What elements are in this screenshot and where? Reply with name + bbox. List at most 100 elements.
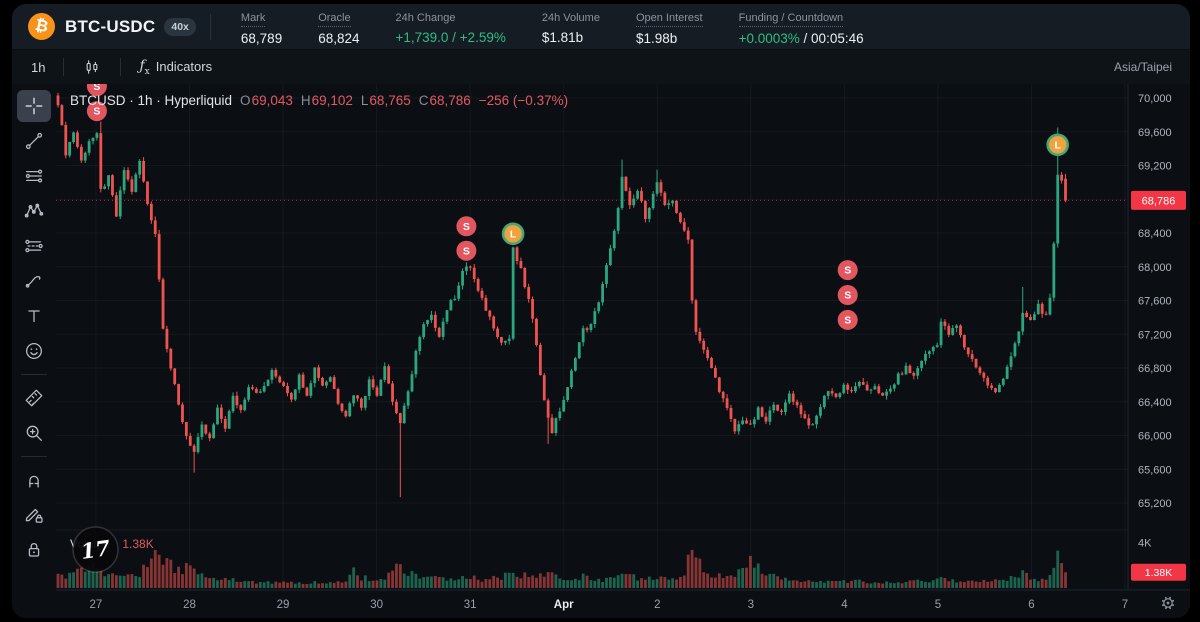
long-trade-marker[interactable]: L <box>1046 133 1070 157</box>
svg-text:69,200: 69,200 <box>1138 161 1172 173</box>
svg-text:S: S <box>463 221 470 233</box>
svg-text:L: L <box>1054 139 1061 151</box>
market-stats: Mark 68,789 Oracle 68,824 24h Change +1,… <box>240 8 864 46</box>
sell-trade-marker[interactable]: S <box>837 309 858 330</box>
stat-24h-change-value: +1,739.0 / +2.59% <box>395 29 506 45</box>
xabcd-pattern-tool-button[interactable] <box>17 195 51 227</box>
current-price-tag <box>1131 190 1186 210</box>
svg-text:31: 31 <box>464 599 477 611</box>
stat-24h-volume: 24h Volume $1.81b <box>542 8 600 46</box>
emoji-icon <box>26 343 42 359</box>
legend-high: H69,102 <box>300 93 353 108</box>
svg-text:65,600: 65,600 <box>1138 464 1172 476</box>
legend-low: L68,765 <box>360 93 411 108</box>
svg-text:S: S <box>844 315 851 327</box>
svg-text:6: 6 <box>1028 599 1034 611</box>
svg-text:S: S <box>844 265 851 277</box>
svg-text:66,000: 66,000 <box>1138 431 1172 443</box>
toolbar-divider <box>120 58 122 76</box>
magnet-icon <box>29 475 39 488</box>
svg-text:69,600: 69,600 <box>1138 127 1172 139</box>
candle-style-icon <box>87 60 98 74</box>
drawing-lock-tool-button[interactable] <box>17 499 51 531</box>
svg-text:29: 29 <box>277 599 290 611</box>
lock-icon <box>28 543 40 557</box>
text-tool-button[interactable] <box>17 300 51 332</box>
svg-text:66,800: 66,800 <box>1138 363 1172 375</box>
toolbar-group-divider <box>21 374 47 375</box>
stat-mark: Mark 68,789 <box>240 8 282 46</box>
emoji-tool-button[interactable] <box>17 335 51 367</box>
pencil-lock-icon <box>25 508 43 523</box>
stat-oracle-label[interactable]: Oracle <box>318 12 351 27</box>
magnet-tool-button[interactable] <box>17 464 51 496</box>
svg-text:L: L <box>510 228 517 240</box>
chart-toolbar: 1h ƒx Indicators Asia/Taipei <box>12 50 1190 84</box>
sell-trade-marker[interactable]: S <box>837 260 858 281</box>
chart-region: S S S S L S S S L 70,000 69,600 69,200 68,400 68,000 6… <box>56 84 1190 618</box>
long-short-position-icon <box>25 239 43 253</box>
lock-tool-button[interactable] <box>17 534 51 566</box>
volume-bars-layer[interactable] <box>56 549 1067 588</box>
price-axis[interactable]: 70,000 69,600 69,200 68,400 68,000 67,600 67,2… <box>1131 93 1186 581</box>
legend-open: O69,043 <box>240 93 293 108</box>
trading-app-window: ₿ BTC-USDC 40x Mark 68,789 Oracle 68,824… <box>12 4 1190 618</box>
volume-value: 1.38K <box>122 537 154 551</box>
svg-text:7: 7 <box>1122 599 1128 611</box>
svg-text:4: 4 <box>841 599 848 611</box>
horizontal-lines-icon <box>25 169 43 183</box>
bitcoin-logo-icon: ₿ <box>28 13 55 40</box>
timezone-selector[interactable]: Asia/Taipei <box>1113 60 1172 74</box>
interval-button[interactable]: 1h <box>22 56 54 79</box>
horizontal-lines-tool-button[interactable] <box>17 160 51 192</box>
candle-style-button[interactable] <box>73 53 111 81</box>
svg-text:S: S <box>463 245 470 257</box>
sell-trade-marker[interactable]: S <box>456 240 477 261</box>
sell-trade-marker[interactable]: S <box>86 101 107 122</box>
zoom-in-icon <box>26 425 42 441</box>
xabcd-pattern-icon <box>24 203 44 218</box>
leverage-badge[interactable]: 40x <box>164 17 196 36</box>
drawing-toolbar <box>12 84 56 618</box>
brush-tool-button[interactable] <box>17 265 51 297</box>
time-axis-settings-icon[interactable] <box>1161 596 1175 610</box>
candles-layer[interactable] <box>56 92 1067 498</box>
brush-icon <box>25 276 41 288</box>
stat-funding-label[interactable]: Funding / Countdown <box>738 12 844 27</box>
long-trade-marker[interactable]: L <box>501 222 525 246</box>
market-header: ₿ BTC-USDC 40x Mark 68,789 Oracle 68,824… <box>12 4 1190 50</box>
svg-text:67,200: 67,200 <box>1138 329 1172 341</box>
sell-trade-marker[interactable]: S <box>456 216 477 237</box>
chart-main: S S S S L S S S L 70,000 69,600 69,200 68,400 68,000 6… <box>12 84 1190 618</box>
svg-text:S: S <box>93 84 100 93</box>
ruler-tool-button[interactable] <box>17 382 51 414</box>
crosshair-tool-button[interactable] <box>17 90 51 122</box>
stat-mark-label[interactable]: Mark <box>240 12 266 27</box>
market-symbol[interactable]: BTC-USDC <box>65 16 156 36</box>
indicators-button[interactable]: ƒx Indicators <box>130 54 221 81</box>
stat-open-interest-label[interactable]: Open Interest <box>635 12 703 27</box>
svg-text:70,000: 70,000 <box>1138 93 1172 105</box>
legend-symbol-title[interactable]: BTCUSD · 1h · Hyperliquid <box>70 93 233 108</box>
svg-text:Apr: Apr <box>554 599 574 611</box>
svg-text:27: 27 <box>90 599 103 611</box>
svg-text:S: S <box>844 290 851 302</box>
indicators-label: Indicators <box>155 59 213 75</box>
toolbar-divider <box>63 58 65 76</box>
trend-line-icon <box>25 132 43 150</box>
ruler-icon <box>25 389 43 407</box>
long-short-position-tool-button[interactable] <box>17 230 51 262</box>
svg-text:28: 28 <box>183 599 196 611</box>
zoom-in-tool-button[interactable] <box>17 417 51 449</box>
svg-text:S: S <box>93 106 100 118</box>
time-axis[interactable]: 27 28 29 30 31 Apr 2 3 4 5 6 7 <box>90 596 1175 611</box>
stat-24h-change-label: 24h Change <box>395 11 456 24</box>
sell-trade-marker[interactable]: S <box>837 285 858 305</box>
svg-text:67,600: 67,600 <box>1138 296 1172 308</box>
chart-canvas[interactable]: SSSSLSSSL70,00069,60069,20068,40068,0006… <box>56 84 1190 618</box>
trend-line-tool-button[interactable] <box>17 125 51 157</box>
text-icon <box>28 310 40 323</box>
sell-trade-marker[interactable]: S <box>86 84 107 97</box>
